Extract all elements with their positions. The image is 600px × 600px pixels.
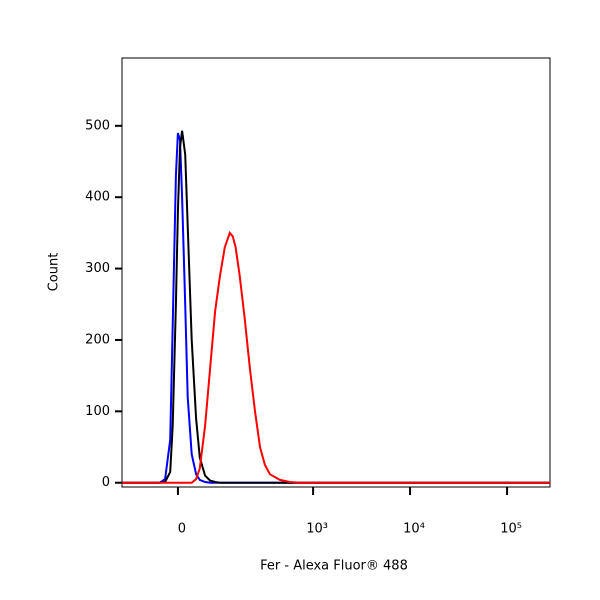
y-tick-label: 100 xyxy=(85,404,110,419)
x-tick-label: 10⁴ xyxy=(403,522,425,537)
plot-frame xyxy=(121,57,551,488)
x-tick-label: 10³ xyxy=(306,522,328,537)
x-axis-label: Fer - Alexa Fluor® 488 xyxy=(260,559,408,574)
x-tick-label: 0 xyxy=(178,522,186,537)
histogram-line xyxy=(122,130,550,484)
y-tick-label: 300 xyxy=(85,261,110,276)
y-axis-label: Count xyxy=(47,253,62,292)
y-tick-label: 200 xyxy=(85,332,110,347)
y-tick-label: 0 xyxy=(102,475,110,490)
x-tick-label: 10⁵ xyxy=(500,522,522,537)
histogram-line xyxy=(122,230,550,484)
y-tick-label: 500 xyxy=(85,118,110,133)
y-tick-label: 400 xyxy=(85,190,110,205)
